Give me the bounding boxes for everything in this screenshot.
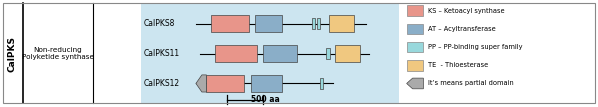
Bar [263,45,297,62]
Text: It’s means partial domain: It’s means partial domain [428,80,513,86]
Polygon shape [407,78,423,89]
Text: CalPKS12: CalPKS12 [144,79,179,88]
Bar [255,15,282,32]
Bar [407,5,423,16]
Bar [407,24,423,34]
Polygon shape [196,75,206,92]
Bar [312,18,315,29]
Text: CalPKS: CalPKS [7,36,17,71]
Bar [407,60,423,71]
Bar [206,75,245,92]
Bar [335,45,360,62]
Text: CalPKS8: CalPKS8 [144,19,175,28]
Bar [320,78,324,89]
Text: AT – Acyltransferase: AT – Acyltransferase [428,26,495,32]
Text: 500 aa: 500 aa [251,95,280,104]
Bar [251,75,282,92]
Bar [141,3,399,103]
Text: KS – Ketoacyl synthase: KS – Ketoacyl synthase [428,8,504,14]
Text: CalPKS11: CalPKS11 [144,49,179,58]
Text: TE  - Thioesterase: TE - Thioesterase [428,62,488,68]
Bar [407,42,423,52]
Bar [317,18,320,29]
Text: PP – PP-binding super family: PP – PP-binding super family [428,44,522,50]
Bar [328,15,354,32]
Bar [327,48,329,59]
Text: Non-reducing
Polyketide synthase: Non-reducing Polyketide synthase [22,47,94,60]
Bar [215,45,257,62]
Bar [210,15,249,32]
